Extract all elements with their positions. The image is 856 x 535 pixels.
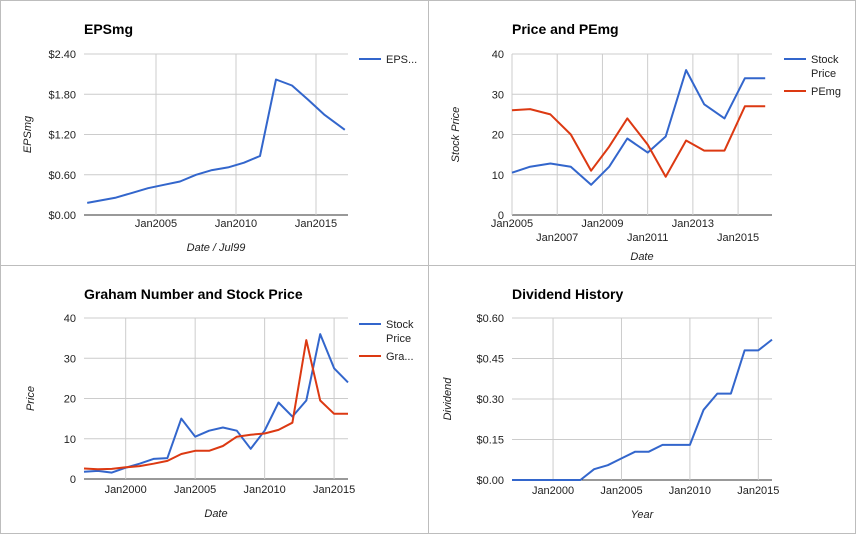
y-tick-label: $0.60 bbox=[48, 170, 76, 182]
x-tick-label: Jan2010 bbox=[244, 484, 286, 496]
x-tick-label: Jan2000 bbox=[532, 485, 574, 497]
y-tick-label: 0 bbox=[70, 474, 76, 486]
legend-label: EPS... bbox=[386, 54, 417, 66]
x-tick-label: Jan2010 bbox=[669, 485, 711, 497]
chart-panel-dividend-history: Dividend History $0.00 $0.15 $0.30 $0.45 $0.6… bbox=[428, 265, 856, 534]
chart-title: Graham Number and Stock Price bbox=[84, 286, 303, 302]
legend-label: Stock bbox=[811, 54, 839, 66]
x-tick-label: Jan2013 bbox=[672, 218, 714, 230]
x-tick-label: Jan2000 bbox=[105, 484, 147, 496]
y-tick-label: $1.20 bbox=[48, 130, 76, 142]
chart-svg: EPSmg $0.00 $0.60 $1.20 $1.80 $2.40 Jan2005 Jan… bbox=[1, 1, 430, 267]
y-tick-label: 40 bbox=[64, 313, 76, 325]
series-line bbox=[512, 70, 765, 185]
y-tick-label: $0.60 bbox=[476, 313, 504, 325]
x-tick-label: Jan2007 bbox=[536, 232, 578, 244]
x-tick-label: Jan2009 bbox=[581, 218, 623, 230]
x-tick-label: Jan2005 bbox=[491, 218, 533, 230]
legend-label: Price bbox=[386, 333, 411, 345]
x-axis-title: Date bbox=[630, 251, 653, 263]
y-tick-label: $0.00 bbox=[48, 210, 76, 222]
chart-svg: Graham Number and Stock Price 0 10 20 30 40 Ja… bbox=[1, 266, 430, 535]
legend-label: PEmg bbox=[811, 86, 841, 98]
y-tick-label: $0.30 bbox=[476, 394, 504, 406]
chart-title: Dividend History bbox=[512, 286, 623, 302]
x-axis-title: Date bbox=[204, 508, 227, 520]
x-tick-label: Jan2005 bbox=[135, 218, 177, 230]
series-line bbox=[84, 334, 348, 473]
x-tick-label: Jan2010 bbox=[215, 218, 257, 230]
chart-title: EPSmg bbox=[84, 21, 133, 37]
x-tick-label: Jan2015 bbox=[313, 484, 355, 496]
x-tick-label: Jan2015 bbox=[737, 485, 779, 497]
series-line bbox=[512, 106, 765, 177]
series-line bbox=[87, 80, 345, 203]
x-tick-label: Jan2005 bbox=[174, 484, 216, 496]
x-tick-label: Jan2015 bbox=[717, 232, 759, 244]
x-axis-title: Year bbox=[631, 509, 655, 521]
x-axis-title: Date / Jul99 bbox=[187, 242, 246, 254]
y-axis-title: Stock Price bbox=[450, 107, 462, 163]
chart-svg: Dividend History $0.00 $0.15 $0.30 $0.45 $0.6… bbox=[429, 266, 856, 535]
y-tick-label: $2.40 bbox=[48, 49, 76, 61]
legend-label: Stock bbox=[386, 319, 414, 331]
y-tick-label: $0.00 bbox=[476, 475, 504, 487]
x-tick-label: Jan2005 bbox=[600, 485, 642, 497]
legend-label: Price bbox=[811, 68, 836, 80]
y-axis-title: Dividend bbox=[442, 377, 454, 421]
legend-label: Gra... bbox=[386, 351, 414, 363]
chart-panel-epsmg: EPSmg $0.00 $0.60 $1.20 $1.80 $2.40 Jan2005 Jan… bbox=[0, 0, 429, 266]
x-tick-label: Jan2011 bbox=[627, 232, 668, 244]
chart-panel-graham-number: Graham Number and Stock Price 0 10 20 30 40 Ja… bbox=[0, 265, 429, 534]
series-line bbox=[84, 340, 348, 469]
y-tick-label: 20 bbox=[64, 394, 76, 406]
y-tick-label: 10 bbox=[492, 170, 504, 182]
y-axis-title: EPSmg bbox=[22, 115, 34, 153]
chart-title: Price and PEmg bbox=[512, 21, 619, 37]
series-line bbox=[512, 340, 772, 480]
y-tick-label: 10 bbox=[64, 434, 76, 446]
chart-svg: Price and PEmg010203040Jan2005Jan2007Jan… bbox=[429, 1, 856, 267]
y-tick-label: $0.45 bbox=[476, 354, 504, 366]
y-tick-label: $0.15 bbox=[476, 435, 504, 447]
y-tick-label: 30 bbox=[64, 353, 76, 365]
y-axis-title: Price bbox=[25, 386, 37, 411]
y-tick-label: 30 bbox=[492, 89, 504, 101]
y-tick-label: 40 bbox=[492, 49, 504, 61]
y-tick-label: 20 bbox=[492, 130, 504, 142]
x-tick-label: Jan2015 bbox=[295, 218, 337, 230]
y-tick-label: $1.80 bbox=[48, 89, 76, 101]
